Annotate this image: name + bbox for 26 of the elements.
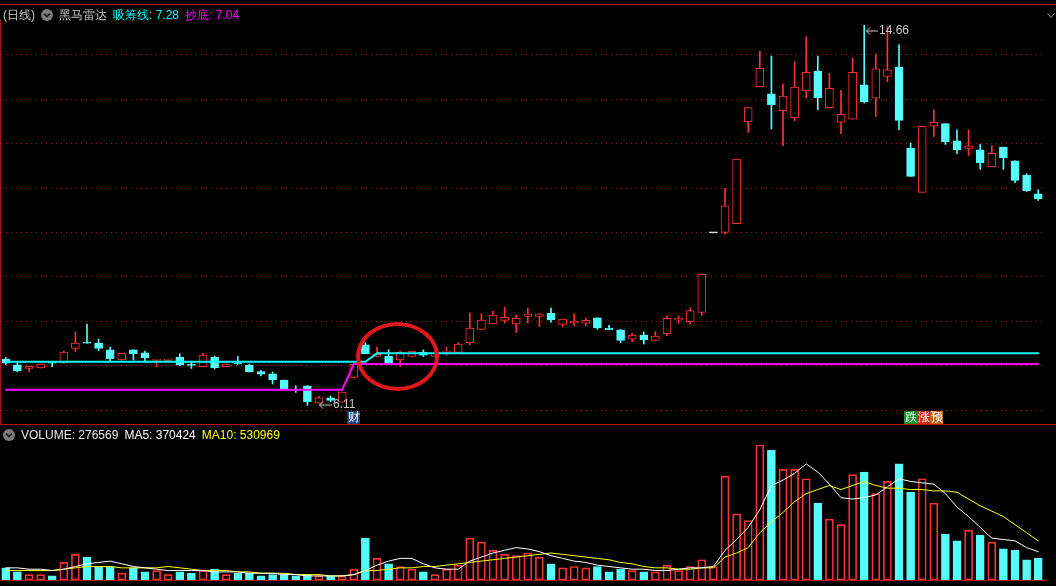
candlestick xyxy=(82,323,92,344)
text: MA5: 370424 xyxy=(124,428,196,442)
legend-title: 黑马雷达 xyxy=(59,8,107,22)
candlestick xyxy=(929,109,939,137)
annotation: 6.11 xyxy=(333,397,356,411)
text: 抄底: 7.04 xyxy=(185,8,240,22)
bar xyxy=(941,533,950,580)
bar xyxy=(999,548,1008,580)
annotation: 财 xyxy=(347,410,360,424)
annotation: 跌涨预 xyxy=(904,410,943,424)
chart-title: (日线) xyxy=(3,8,35,22)
candlestick xyxy=(859,25,869,104)
bar xyxy=(906,491,915,580)
bar xyxy=(813,502,823,580)
candlestick xyxy=(836,89,846,135)
bar xyxy=(975,535,985,580)
text: 吸筹线: 7.28 xyxy=(113,8,180,22)
text: MA10: 530969 xyxy=(201,428,280,442)
bar xyxy=(384,563,393,580)
bar xyxy=(767,450,776,580)
bar xyxy=(1022,559,1031,580)
bar xyxy=(859,471,869,580)
bar xyxy=(1033,558,1043,580)
legend-title: VOLUME: 276569 xyxy=(21,428,119,442)
bar xyxy=(546,563,556,580)
bar xyxy=(361,537,370,580)
